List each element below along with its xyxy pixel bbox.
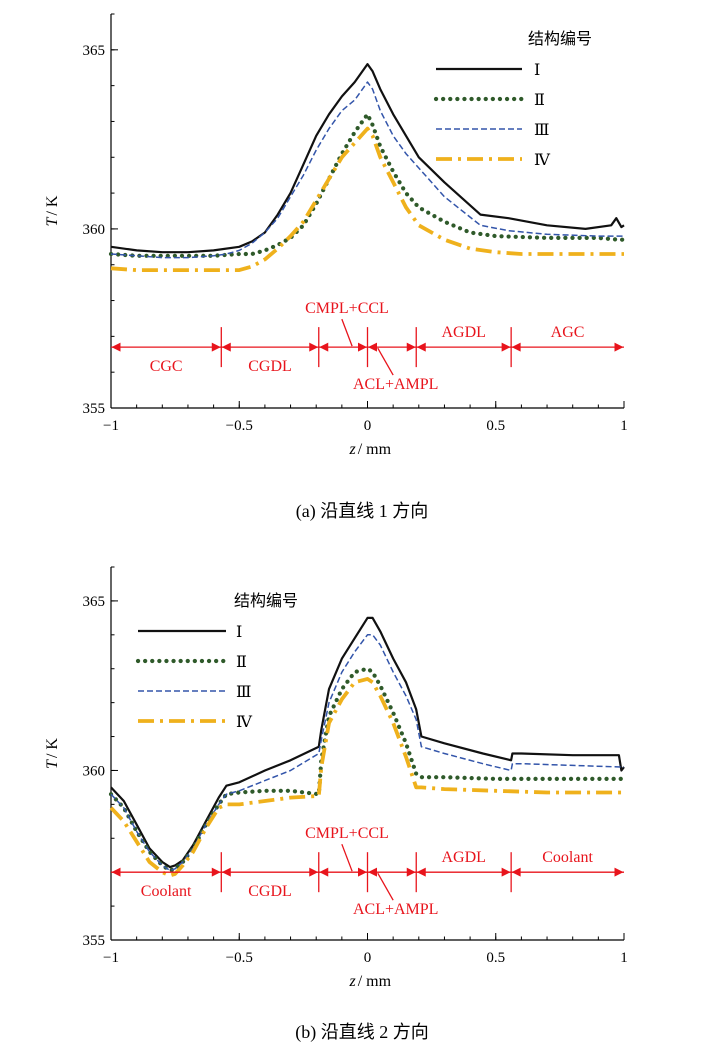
- region-label: AGDL: [441, 324, 485, 341]
- arrow-head: [211, 342, 221, 352]
- region-label: Coolant: [141, 883, 192, 900]
- arrow-head: [309, 342, 319, 352]
- figure-caption: (b) 沿直线 2 方向: [295, 1022, 429, 1043]
- arrow-head: [614, 342, 624, 352]
- arrow-head: [358, 867, 367, 877]
- y-axis-label-unit: / K: [44, 195, 61, 215]
- x-tick-label: 0: [364, 418, 372, 434]
- x-tick-label: 0.5: [486, 950, 505, 966]
- y-tick-label: 365: [83, 43, 106, 59]
- legend-label: Ⅳ: [534, 152, 551, 169]
- arrow-head: [406, 342, 416, 352]
- y-axis-label: T/ K: [44, 195, 61, 226]
- x-tick-label: −0.5: [226, 950, 253, 966]
- arrow-head: [111, 342, 121, 352]
- leader-line: [377, 872, 394, 901]
- legend-label: Ⅲ: [236, 684, 251, 701]
- legend-label: Ⅲ: [534, 122, 549, 139]
- region-label: AGC: [551, 324, 585, 341]
- series-line-III: [110, 81, 624, 259]
- x-tick-label: 0: [364, 950, 372, 966]
- x-axis-label-unit: / mm: [358, 973, 392, 990]
- arrow-head: [221, 867, 231, 877]
- series-line-II: [108, 666, 627, 873]
- region-label: CGC: [150, 358, 183, 375]
- y-tick-label: 355: [83, 933, 106, 949]
- y-tick-label: 355: [83, 401, 106, 417]
- arrow-head: [319, 867, 329, 877]
- region-label: CGDL: [248, 883, 292, 900]
- x-tick-label: 1: [620, 950, 628, 966]
- y-axis-label: T/ K: [44, 738, 61, 769]
- leader-line: [341, 318, 353, 347]
- x-tick-label: −1: [103, 418, 119, 434]
- series-line-I: [110, 62, 625, 254]
- x-axis-label: z / mm: [349, 973, 392, 990]
- legend-label: Ⅱ: [236, 654, 247, 671]
- arrow-head: [211, 867, 221, 877]
- y-axis-label-var: T: [44, 216, 61, 226]
- series-line-II: [108, 112, 627, 258]
- series-line-III: [110, 634, 625, 872]
- x-axis-label-unit: / mm: [358, 441, 392, 458]
- x-tick-label: 0.5: [486, 418, 505, 434]
- arrow-head: [501, 342, 511, 352]
- arrow-head: [309, 867, 319, 877]
- region-label: CMPL+CCL: [305, 300, 389, 317]
- arrow-head: [511, 867, 521, 877]
- chart-panel-b: −1 −0.5 0 0.5 1 355 360 365 z / mm T/ K Coolant CGDL…: [44, 566, 628, 1043]
- x-tick-label: −1: [103, 950, 119, 966]
- legend-label: Ⅱ: [534, 92, 545, 109]
- arrow-head: [511, 342, 521, 352]
- arrow-head: [614, 867, 624, 877]
- arrow-head: [368, 867, 377, 877]
- x-axis-label: z / mm: [349, 441, 392, 458]
- legend-label: Ⅰ: [236, 624, 242, 641]
- y-tick-label: 365: [83, 594, 106, 610]
- region-label: AGDL: [441, 849, 485, 866]
- series-line-I: [110, 616, 625, 869]
- legend-title: 结构编号: [234, 592, 298, 610]
- leader-line: [341, 843, 353, 872]
- arrow-head: [501, 867, 511, 877]
- region-label: CGDL: [248, 358, 292, 375]
- x-tick-label: −0.5: [226, 418, 253, 434]
- arrow-head: [416, 867, 426, 877]
- y-tick-label: 360: [83, 763, 106, 779]
- arrow-head: [111, 867, 121, 877]
- legend-title: 结构编号: [528, 30, 592, 48]
- chart-panel-a: −1 −0.5 0 0.5 1 355 360 365 z / mm T/ K CGC CGDL CMPL…: [44, 13, 628, 522]
- arrow-head: [221, 342, 231, 352]
- figure-caption: (a) 沿直线 1 方向: [296, 501, 428, 522]
- arrow-head: [416, 342, 426, 352]
- region-label: ACL+AMPL: [353, 376, 438, 393]
- region-label: ACL+AMPL: [353, 901, 438, 918]
- series-line-IV: [109, 677, 624, 878]
- series-line-IV: [110, 126, 624, 273]
- x-axis-label-var: z: [349, 441, 357, 458]
- arrow-head: [368, 342, 377, 352]
- legend-label: Ⅳ: [236, 714, 253, 731]
- arrow-head: [319, 342, 329, 352]
- x-tick-label: 1: [620, 418, 628, 434]
- x-axis-label-var: z: [349, 973, 357, 990]
- y-axis-label-unit: / K: [44, 738, 61, 758]
- leader-line: [377, 347, 394, 376]
- region-label: Coolant: [542, 849, 593, 866]
- y-axis-label-var: T: [44, 759, 61, 769]
- region-label: CMPL+CCL: [305, 825, 389, 842]
- arrow-head: [358, 342, 367, 352]
- y-tick-label: 360: [83, 222, 106, 238]
- legend-label: Ⅰ: [534, 62, 540, 79]
- arrow-head: [406, 867, 416, 877]
